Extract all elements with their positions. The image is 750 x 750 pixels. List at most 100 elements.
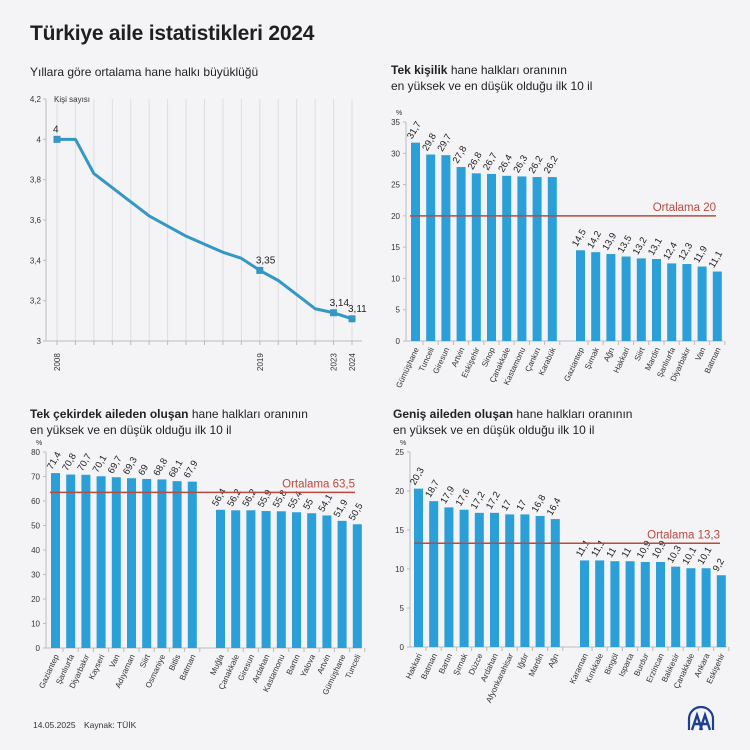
bar [716, 575, 726, 647]
line-chart-title: Yıllara göre ortalama hane halkı büyüklü… [30, 64, 258, 80]
bar-value-label: 26,8 [466, 150, 485, 172]
category-label: Siirt [633, 345, 647, 362]
bar [701, 568, 711, 647]
data-label: 3,14 [330, 298, 350, 309]
bar-value-label: 11 [604, 546, 618, 560]
bar-value-label: 56,2 [225, 487, 244, 509]
bar [671, 566, 681, 647]
data-point-marker [348, 315, 356, 323]
y-tick-label: 30 [31, 571, 40, 580]
bar [307, 513, 317, 648]
bar [96, 476, 106, 648]
bar [697, 266, 707, 341]
bar [444, 507, 454, 647]
category-label: Van [693, 346, 707, 362]
bar [606, 254, 616, 341]
bar-value-label: 29,7 [435, 132, 454, 154]
bar [216, 509, 225, 648]
bar [490, 512, 499, 647]
bar-value-label: 18,7 [423, 478, 442, 500]
bar-value-label: 29,8 [420, 132, 439, 154]
bar-value-label: 31,7 [405, 120, 424, 142]
category-label: Ağrı [602, 346, 616, 363]
series-line [57, 137, 353, 321]
category-label: Gaziantep [562, 346, 586, 383]
y-tick-label: 3 [37, 337, 42, 346]
bar [276, 511, 286, 648]
bar-value-label: 26,2 [542, 154, 561, 176]
bar [505, 514, 515, 647]
y-tick-label: 30 [391, 149, 400, 158]
bar-value-label: 17 [499, 498, 514, 513]
single-person-title-line2: en yüksek ve en düşük olduğu ilk 10 il [391, 79, 593, 93]
bar-value-label: 67,9 [182, 459, 201, 481]
extended-title-line2: en yüksek ve en düşük olduğu ilk 10 il [393, 423, 595, 437]
bar-value-label: 10,1 [680, 545, 699, 567]
y-axis-label: % [400, 440, 406, 447]
x-tick-label: 2023 [330, 353, 339, 371]
line-chart-title-text: Yıllara göre ortalama hane halkı büyüklü… [30, 65, 259, 79]
average-label: Ortalama 63,5 [282, 478, 355, 490]
bar [517, 176, 527, 341]
y-tick-label: 10 [391, 274, 400, 283]
nuclear-title-rest: hane halkları oranının [188, 407, 308, 421]
bar [81, 474, 91, 648]
average-label: Ortalama 13,3 [647, 529, 720, 541]
bar [246, 510, 256, 648]
y-tick-label: 70 [31, 473, 40, 482]
x-tick-label: 2024 [348, 353, 357, 371]
bar-value-label: 11,1 [707, 249, 725, 270]
y-tick-label: 80 [31, 448, 40, 457]
bar [426, 154, 436, 341]
bar [322, 515, 332, 648]
x-tick-label: 2019 [256, 353, 265, 371]
y-tick-label: 15 [391, 243, 400, 252]
bar [292, 512, 301, 648]
bar-value-label: 17 [514, 498, 529, 513]
footer-date: 14.05.2025 [33, 720, 76, 730]
bar [261, 511, 271, 648]
y-tick-label: 25 [391, 181, 400, 190]
y-tick-label: 40 [31, 546, 40, 555]
bar [459, 509, 469, 647]
bar [550, 519, 560, 647]
y-tick-label: 3,2 [30, 297, 42, 306]
y-tick-label: 50 [31, 522, 40, 531]
bar [456, 167, 466, 341]
bar [127, 478, 136, 648]
bar [487, 173, 496, 341]
bar [441, 155, 451, 341]
aa-logo-icon [687, 706, 715, 731]
y-tick-label: 3,6 [30, 216, 42, 225]
bar [414, 488, 423, 647]
bar [547, 177, 557, 341]
bar-value-label: 26,2 [527, 154, 546, 176]
bar [142, 478, 152, 648]
bar [532, 177, 542, 341]
bar-value-label: 68,1 [167, 458, 186, 480]
nuclear-title-bold: Tek çekirdek aileden oluşan [30, 407, 189, 421]
category-label: Siirt [138, 652, 152, 669]
data-point-marker [256, 266, 264, 274]
y-tick-label: 0 [400, 643, 405, 652]
bar [66, 474, 76, 648]
bar [474, 512, 484, 647]
bar [656, 561, 665, 647]
category-label: Bitlis [167, 653, 182, 672]
single-person-chart-title: Tek kişilik hane halkları oranının en yü… [391, 62, 592, 94]
extended-family-chart-title: Geniş aileden oluşan hane halkları oranı… [393, 406, 632, 438]
y-tick-label: 60 [31, 497, 40, 506]
y-tick-label: 15 [395, 526, 404, 535]
bar [712, 271, 722, 341]
extended-title-bold: Geniş aileden oluşan [393, 407, 514, 421]
average-label: Ortalama 20 [653, 202, 716, 214]
y-tick-label: 5 [396, 306, 401, 315]
category-label: Şırnak [583, 345, 601, 371]
y-tick-label: 0 [396, 337, 401, 346]
y-tick-label: 0 [36, 644, 41, 653]
y-tick-label: 10 [395, 565, 404, 574]
bar-value-label: 27,8 [451, 144, 470, 166]
nuclear-family-chart-title: Tek çekirdek aileden oluşan hane halklar… [30, 406, 308, 438]
bar-value-label: 11,1 [589, 538, 607, 559]
bar [580, 560, 589, 647]
